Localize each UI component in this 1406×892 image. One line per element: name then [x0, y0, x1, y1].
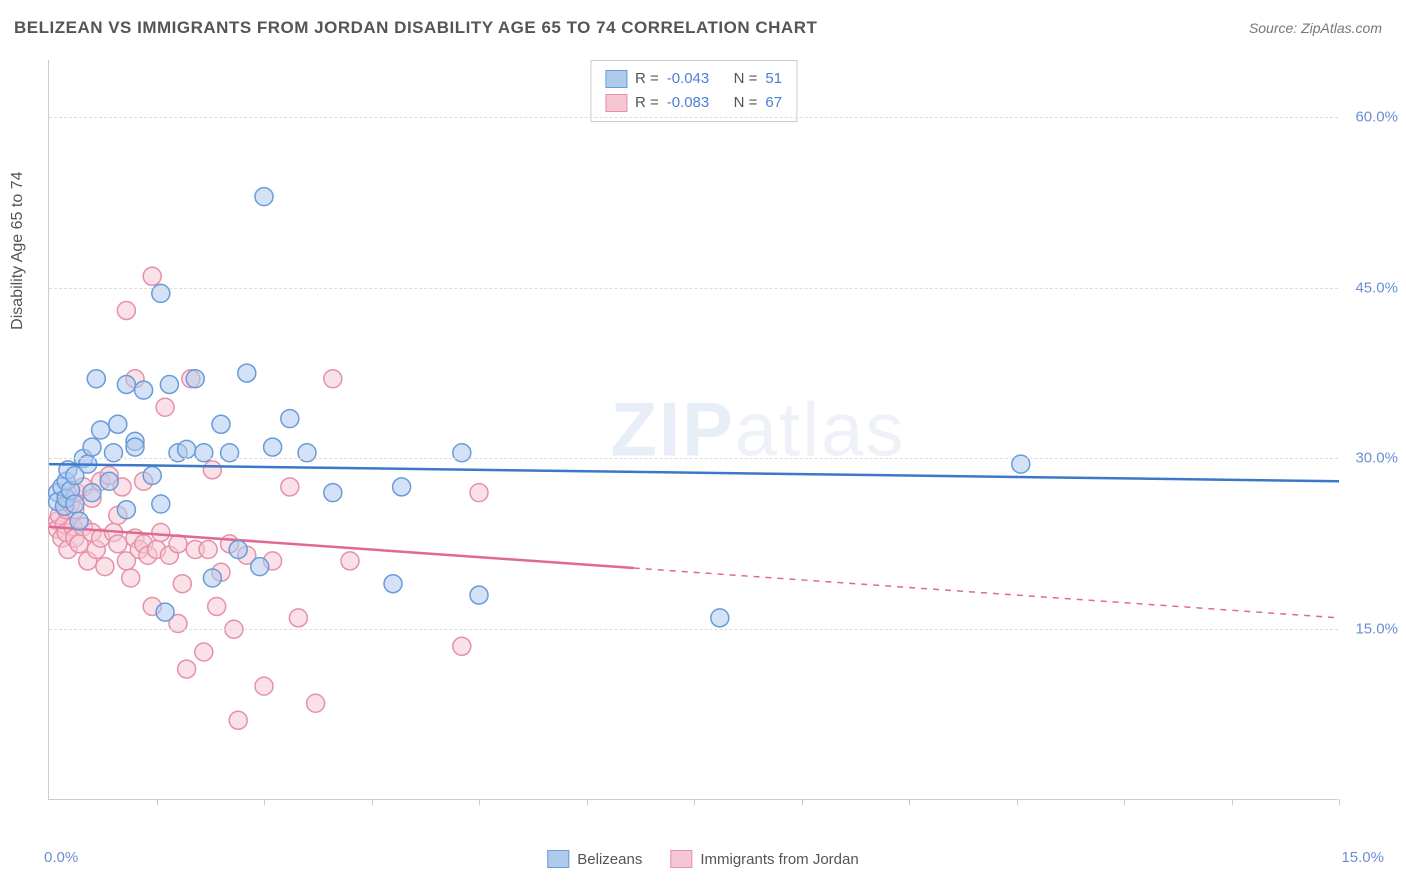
chart-plot-area: ZIPatlas R = -0.043 N = 51 R = -0.083 N … — [48, 60, 1338, 800]
x-tick-mark — [372, 799, 373, 805]
y-tick-label: 45.0% — [1355, 279, 1398, 296]
legend-row-jordan: R = -0.083 N = 67 — [605, 91, 782, 115]
x-tick-mark — [909, 799, 910, 805]
source-attribution: Source: ZipAtlas.com — [1249, 20, 1382, 36]
gridline — [49, 288, 1338, 289]
x-tick-mark — [157, 799, 158, 805]
legend-item-jordan: Immigrants from Jordan — [670, 850, 858, 868]
y-tick-label: 60.0% — [1355, 108, 1398, 125]
x-tick-mark — [587, 799, 588, 805]
gridline — [49, 117, 1338, 118]
legend-item-belizeans: Belizeans — [547, 850, 642, 868]
x-tick-mark — [1124, 799, 1125, 805]
x-tick-mark — [1017, 799, 1018, 805]
x-axis-origin-label: 0.0% — [44, 849, 78, 866]
gridline — [49, 458, 1338, 459]
x-axis-end-label: 15.0% — [1341, 849, 1384, 866]
x-tick-mark — [1339, 799, 1340, 805]
x-tick-mark — [1232, 799, 1233, 805]
gridline — [49, 629, 1338, 630]
swatch-belizeans — [605, 70, 627, 88]
y-tick-label: 15.0% — [1355, 621, 1398, 638]
x-tick-mark — [264, 799, 265, 805]
x-tick-mark — [694, 799, 695, 805]
swatch-jordan — [605, 94, 627, 112]
swatch-jordan — [670, 850, 692, 868]
series-legend: Belizeans Immigrants from Jordan — [547, 850, 858, 868]
y-tick-label: 30.0% — [1355, 450, 1398, 467]
x-tick-mark — [479, 799, 480, 805]
legend-row-belizeans: R = -0.043 N = 51 — [605, 67, 782, 91]
chart-title: BELIZEAN VS IMMIGRANTS FROM JORDAN DISAB… — [14, 18, 817, 38]
scatter-svg — [49, 60, 1338, 799]
swatch-belizeans — [547, 850, 569, 868]
y-axis-label: Disability Age 65 to 74 — [9, 172, 27, 330]
x-tick-mark — [802, 799, 803, 805]
correlation-legend: R = -0.043 N = 51 R = -0.083 N = 67 — [590, 60, 797, 122]
